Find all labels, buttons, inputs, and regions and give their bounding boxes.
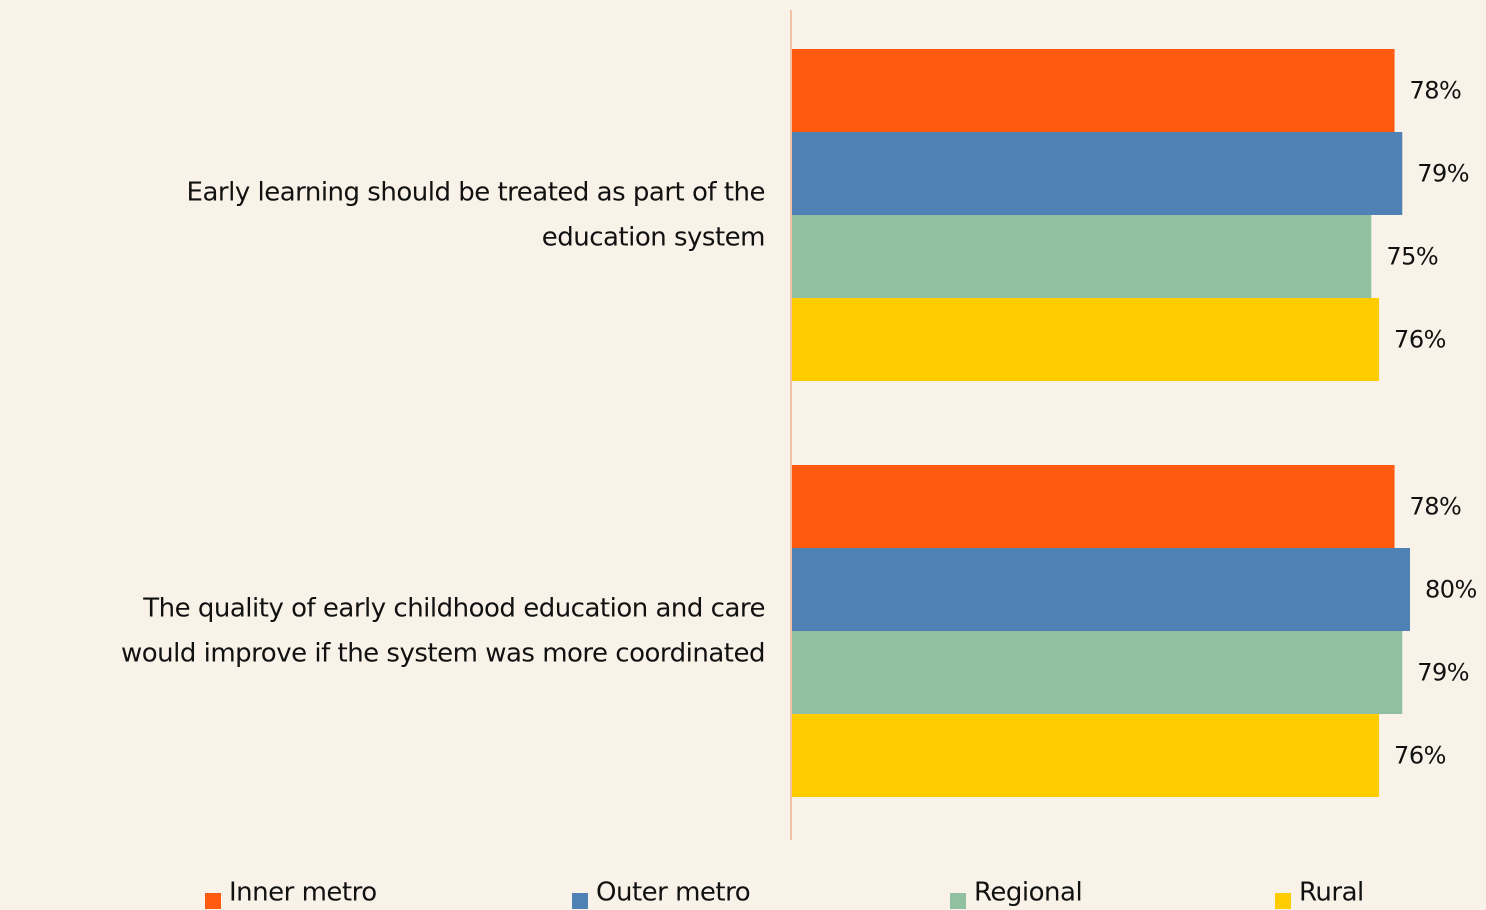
bar — [791, 548, 1410, 631]
bar — [791, 49, 1395, 132]
bar — [791, 465, 1395, 548]
value-label: 78% — [1410, 77, 1462, 105]
value-label: 80% — [1425, 576, 1477, 604]
bar — [791, 298, 1380, 381]
bar — [791, 714, 1380, 797]
category-label: Early learning should be treated as part… — [187, 177, 765, 252]
value-label: 76% — [1394, 326, 1446, 354]
bar — [791, 215, 1372, 298]
legend-label: Outer metro — [596, 878, 750, 908]
legend-swatch — [572, 893, 588, 909]
bar — [791, 631, 1403, 714]
value-label: 79% — [1417, 160, 1469, 188]
legend-swatch — [1275, 893, 1291, 909]
value-label: 76% — [1394, 742, 1446, 770]
legend-label: Inner metro — [229, 878, 377, 908]
value-label: 75% — [1386, 243, 1438, 271]
category-label: The quality of early childhood education… — [121, 593, 765, 668]
legend-label: Rural — [1299, 878, 1364, 908]
value-label: 78% — [1410, 493, 1462, 521]
bar — [791, 132, 1403, 215]
legend-swatch — [950, 893, 966, 909]
legend-swatch — [205, 893, 221, 909]
legend-label: Regional — [974, 878, 1082, 908]
value-label: 79% — [1417, 659, 1469, 687]
